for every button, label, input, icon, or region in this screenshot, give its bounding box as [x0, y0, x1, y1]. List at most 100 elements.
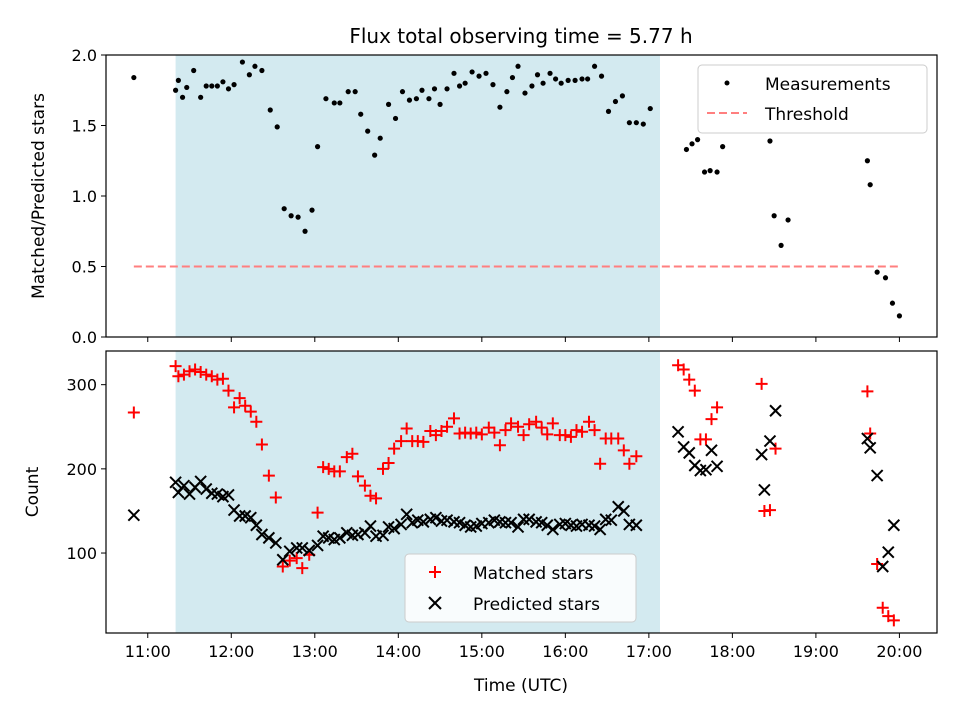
predicted-star-point	[194, 475, 207, 488]
measurement-point	[172, 87, 179, 93]
measurement-point	[231, 82, 237, 88]
measurement-point	[406, 97, 413, 103]
matched-star-point	[358, 479, 371, 492]
measurement-point	[469, 69, 475, 75]
predicted-star-point	[290, 541, 303, 555]
matched-star-point	[612, 432, 625, 445]
matched-star-point	[262, 469, 275, 482]
measurement-point	[889, 300, 896, 306]
matched-star-point	[250, 415, 263, 428]
predicted-star-point	[255, 528, 269, 541]
x-axis-label: Time (UTC)	[473, 676, 568, 696]
predicted-star-point	[705, 444, 718, 457]
measurement-point	[288, 213, 294, 219]
matched-star-point	[269, 491, 282, 504]
predicted-star-point	[376, 529, 390, 542]
measurement-point	[203, 83, 209, 89]
matched-star-point	[244, 405, 257, 418]
bottom-axes-frame	[105, 350, 938, 634]
matched-star-point	[683, 373, 696, 386]
matched-star-point	[499, 424, 512, 437]
matched-star-point	[535, 421, 548, 434]
top-y-tick-label: 1.0	[72, 187, 97, 206]
measurement-point	[209, 83, 215, 89]
predicted-star-point	[887, 519, 901, 532]
matched-star-point	[322, 462, 335, 475]
matched-star-point	[505, 417, 518, 430]
predicted-star-point	[394, 518, 408, 531]
x-tick-label: 12:00	[208, 642, 254, 661]
predicted-star-point	[863, 441, 877, 455]
measurement-point	[619, 93, 626, 99]
matched-star-point	[216, 372, 229, 385]
bottom-legend-frame	[404, 553, 637, 623]
measurement-point	[896, 313, 903, 319]
predicted-star-point	[499, 516, 512, 529]
matched-star-point	[395, 435, 408, 448]
predicted-star-point	[630, 519, 643, 532]
measurement-point	[867, 182, 873, 188]
predicted-star-point	[517, 513, 530, 526]
predicted-star-point	[169, 476, 182, 489]
measurement-point	[509, 74, 516, 81]
measurement-point	[612, 98, 619, 105]
predicted-star-point	[429, 511, 443, 524]
predicted-star-point	[296, 541, 309, 555]
x-tick-label: 20:00	[876, 642, 922, 661]
bottom-y-tick-label: 100	[66, 544, 97, 563]
matched-star-point	[530, 415, 543, 428]
matched-star-point	[283, 554, 296, 567]
measurement-point	[771, 213, 777, 219]
matched-star-point	[630, 450, 643, 463]
predicted-star-point	[400, 508, 413, 521]
matched-star-point	[377, 462, 389, 475]
predicted-star-point	[276, 553, 289, 566]
measurement-point	[497, 104, 503, 110]
measurement-point	[689, 141, 695, 147]
matched-star-point	[382, 456, 395, 469]
matched-star-point	[512, 420, 525, 433]
measurement-point	[476, 73, 482, 79]
predicted-star-point	[303, 544, 316, 557]
x-tick-label: 14:00	[375, 642, 421, 661]
predicted-star-point	[593, 523, 607, 536]
matched-star-point	[183, 365, 196, 378]
measurement-point	[314, 144, 321, 150]
measurement-point	[647, 105, 653, 112]
matched-star-point	[239, 399, 252, 412]
matched-star-point	[222, 384, 235, 397]
measurement-point	[365, 128, 371, 134]
measurement-point	[281, 206, 287, 212]
predicted-star-point	[699, 463, 713, 476]
matched-star-point	[127, 406, 140, 419]
matched-star-point	[763, 504, 776, 517]
measurement-point	[714, 169, 720, 175]
measurement-point	[302, 228, 308, 234]
predicted-star-point	[882, 545, 895, 559]
measurement-point	[529, 83, 535, 89]
predicted-star-point	[222, 488, 235, 502]
measurement-point	[633, 120, 639, 126]
measurement-point	[585, 76, 591, 82]
matched-star-point	[228, 401, 241, 414]
measurement-point	[267, 107, 273, 113]
predicted-star-point	[769, 404, 782, 417]
matched-star-point	[699, 433, 712, 446]
predicted-star-point	[387, 522, 401, 535]
measurement-point	[444, 86, 450, 92]
measurement-point	[345, 89, 351, 95]
predicted-star-point	[763, 434, 777, 448]
matched-star-point	[488, 426, 501, 439]
predicted-star-point	[755, 448, 768, 461]
matched-star-point	[370, 492, 383, 505]
measurement-point	[522, 90, 528, 96]
measurement-point	[413, 96, 420, 102]
measurement-point	[720, 144, 726, 150]
measurement-point	[198, 94, 204, 100]
measurement-point	[605, 108, 612, 114]
matched-star-point	[570, 424, 583, 437]
predicted-star-point	[283, 545, 296, 558]
measurement-point	[358, 111, 364, 117]
matched-star-point	[441, 420, 454, 433]
measurement-point	[462, 80, 468, 86]
